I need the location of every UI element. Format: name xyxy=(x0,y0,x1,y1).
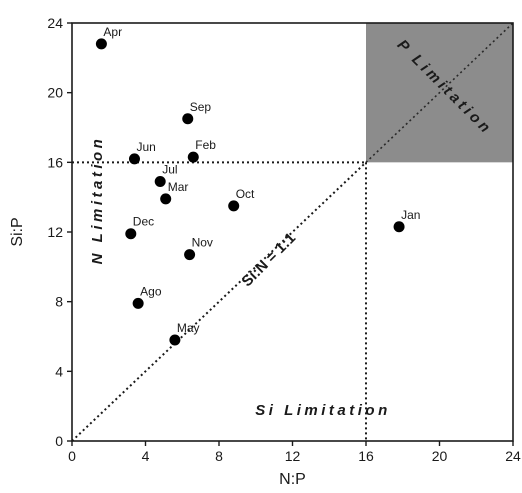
data-point-label: Apr xyxy=(103,25,122,39)
si-limitation-label: Si Limitation xyxy=(255,402,391,419)
y-tick-label: 8 xyxy=(55,294,63,310)
data-point-label: Feb xyxy=(195,138,216,152)
y-tick-label: 20 xyxy=(47,85,63,101)
data-point-jan xyxy=(393,221,405,233)
x-tick-label: 24 xyxy=(505,448,521,464)
y-tick-label: 4 xyxy=(55,363,63,379)
data-point-sep xyxy=(182,113,194,125)
data-point-label: Jul xyxy=(162,162,177,176)
x-tick-label: 8 xyxy=(215,448,223,464)
y-axis-title: Si:P xyxy=(9,217,26,246)
data-point-mar xyxy=(160,193,172,205)
x-tick-label: 16 xyxy=(358,448,374,464)
data-point-nov xyxy=(184,249,196,261)
x-axis-title: N:P xyxy=(279,471,306,488)
si-n-ratio-line xyxy=(71,161,367,442)
y-tick-label: 12 xyxy=(47,224,63,240)
data-point-dec xyxy=(125,228,137,240)
data-points: Apr Sep Jun Feb Jul Mar Oct Dec Nov Jan Ago May xyxy=(95,25,420,346)
data-point-label: Mar xyxy=(168,180,189,194)
data-point-label: Dec xyxy=(133,215,154,229)
y-axis-ticks: 0 4 8 12 16 20 24 xyxy=(47,15,72,449)
data-point-jun xyxy=(128,153,140,165)
data-point-jul xyxy=(154,175,166,187)
data-point-ago xyxy=(132,297,144,309)
x-tick-label: 0 xyxy=(68,448,76,464)
x-axis-ticks: 0 4 8 12 16 20 24 xyxy=(68,441,521,464)
data-point-oct xyxy=(228,200,240,212)
data-point-label: Nov xyxy=(192,236,213,250)
data-point-may xyxy=(169,334,181,346)
data-point-label: Ago xyxy=(140,284,162,298)
y-tick-label: 0 xyxy=(55,433,63,449)
data-point-feb xyxy=(187,151,199,163)
y-tick-label: 24 xyxy=(47,15,63,31)
y-tick-label: 16 xyxy=(47,154,63,170)
data-point-label: Oct xyxy=(236,187,255,201)
data-point-label: May xyxy=(177,321,200,335)
x-tick-label: 20 xyxy=(432,448,448,464)
ratio-line-label: Si:N = 1:1 xyxy=(238,229,299,290)
n-limitation-label: N Limitation xyxy=(89,136,106,265)
data-point-label: Jun xyxy=(136,140,155,154)
x-tick-label: 4 xyxy=(142,448,150,464)
data-point-apr xyxy=(95,38,107,50)
data-point-label: Jan xyxy=(401,208,420,222)
x-tick-label: 12 xyxy=(285,448,301,464)
p-limitation-diagonal xyxy=(365,22,514,163)
data-point-label: Sep xyxy=(190,100,212,114)
